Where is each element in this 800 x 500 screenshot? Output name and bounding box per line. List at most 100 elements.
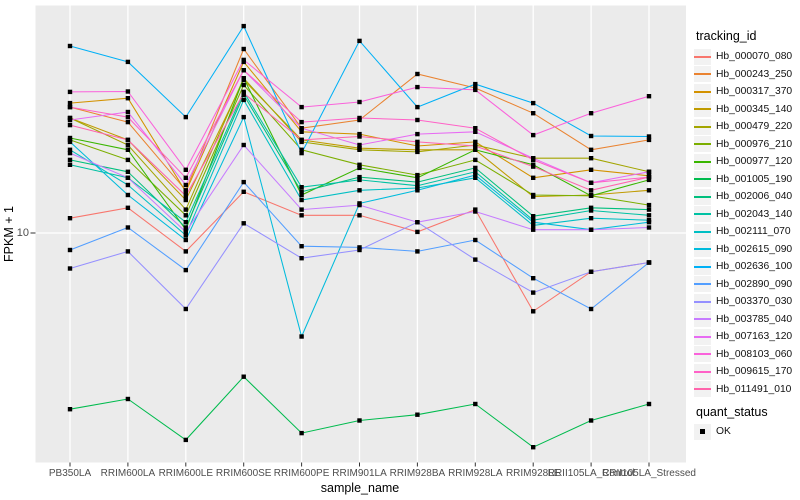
data-point (299, 189, 304, 194)
data-point (241, 91, 246, 96)
data-point (415, 117, 420, 123)
data-point (241, 68, 246, 73)
data-point (299, 185, 304, 190)
data-point (299, 430, 304, 436)
data-point (357, 134, 362, 139)
data-point (473, 209, 478, 214)
legend-label: Hb_000479_220 (716, 121, 793, 133)
data-point (473, 147, 478, 152)
data-point (646, 260, 652, 265)
data-point (357, 147, 362, 152)
data-point (588, 227, 594, 232)
data-point (183, 267, 188, 273)
legend-line-swatch-icon (694, 195, 711, 198)
data-point (241, 76, 246, 81)
data-point (125, 157, 131, 163)
data-point (415, 229, 420, 235)
data-point (588, 269, 594, 274)
x-tick-label: RRII105LA_Stressed (602, 468, 696, 479)
data-point (415, 179, 420, 185)
data-point (588, 188, 594, 193)
data-point (299, 207, 304, 212)
legend-key-box (694, 381, 711, 398)
legend-items-tracking-id: Hb_000070_080 Hb_000243_250 Hb_000317_370 H… (694, 48, 792, 398)
data-point (241, 23, 246, 29)
legend-key-box (694, 188, 711, 205)
data-point (183, 197, 188, 203)
data-point (473, 237, 478, 243)
data-point (588, 306, 594, 312)
data-point (646, 134, 652, 139)
legend-label: Hb_002615_090 (716, 243, 793, 255)
data-point (299, 119, 304, 125)
data-point (241, 142, 246, 148)
data-point (67, 139, 73, 145)
legend-label: Hb_000317_370 (716, 86, 793, 98)
data-point (357, 188, 362, 193)
legend-line-swatch-icon (694, 213, 711, 216)
data-point (415, 139, 420, 145)
data-point (357, 245, 362, 250)
data-point (183, 229, 188, 235)
data-point (415, 149, 420, 155)
x-tick-label: RRIM928LE (505, 468, 561, 479)
data-point (415, 172, 420, 178)
data-point (646, 169, 652, 174)
data-point (183, 193, 188, 198)
legend-label: Hb_002111_070 (716, 226, 791, 238)
legend-item: Hb_000345_140 (694, 101, 792, 119)
data-point (473, 401, 478, 407)
legend-key-box (694, 136, 711, 153)
x-tick-label: RRIM600LE (158, 468, 214, 479)
x-tick-label: RRII105LA_Control (547, 468, 635, 479)
data-point (241, 179, 246, 185)
data-point (125, 114, 131, 120)
data-point (67, 266, 73, 271)
data-point (183, 175, 188, 180)
data-point (125, 119, 131, 125)
legend-key-box (694, 153, 711, 170)
legend-item-quant-ok: OK (694, 423, 731, 441)
legend-line-swatch-icon (694, 143, 711, 146)
legend-line-swatch-icon (694, 283, 711, 286)
legend-label: Hb_002043_140 (716, 208, 793, 220)
data-point (415, 143, 420, 149)
data-point (125, 182, 131, 188)
data-point (125, 175, 131, 180)
data-point (588, 147, 594, 152)
data-point (473, 143, 478, 149)
legend-label: Hb_001005_190 (716, 173, 793, 185)
data-point (531, 276, 536, 281)
legend-key-box (694, 66, 711, 83)
data-point (241, 97, 246, 103)
data-point (531, 290, 536, 295)
data-point (241, 114, 246, 120)
data-point (67, 122, 73, 128)
data-point (183, 213, 188, 218)
data-point (646, 137, 652, 143)
y-axis-title: FPKM + 1 (2, 206, 16, 262)
data-point (588, 133, 594, 139)
data-point (531, 220, 536, 225)
legend-key-box (694, 258, 711, 275)
data-point (531, 223, 536, 228)
legend-key-box (694, 346, 711, 363)
data-point (241, 221, 246, 226)
data-point (357, 177, 362, 183)
legend-line-swatch-icon (694, 230, 711, 233)
legend-item: Hb_002111_070 (694, 223, 792, 241)
data-point (415, 188, 420, 193)
data-point (415, 131, 420, 137)
legend-key-box (694, 48, 711, 65)
legend-key-box (694, 118, 711, 135)
data-point (357, 142, 362, 148)
legend-key-box (694, 328, 711, 345)
data-point (357, 202, 362, 208)
data-point (473, 81, 478, 87)
data-point (299, 213, 304, 218)
data-point (473, 126, 478, 131)
data-point (299, 244, 304, 249)
data-point (67, 89, 73, 95)
data-point (67, 162, 73, 167)
